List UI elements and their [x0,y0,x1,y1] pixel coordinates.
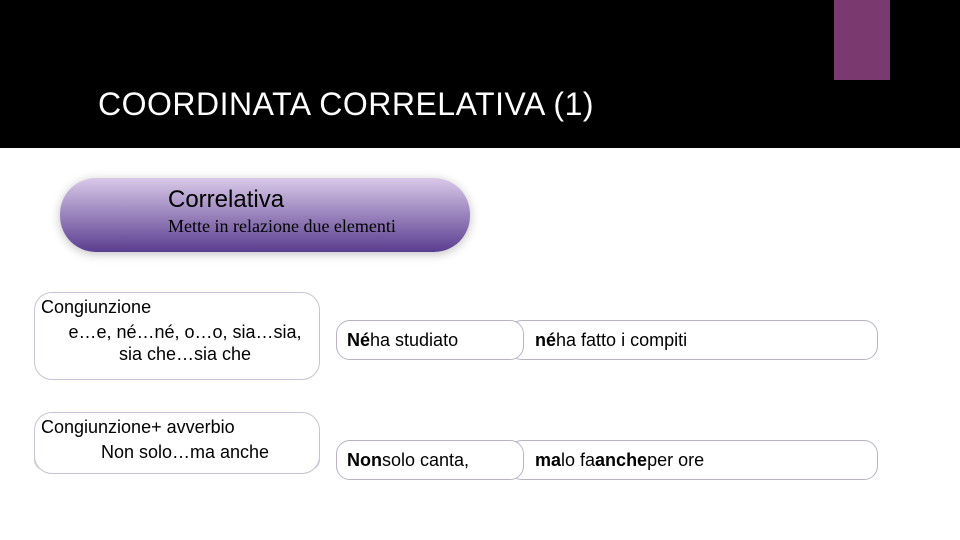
title-band [0,0,960,148]
left-box-header: Congiunzione [35,293,319,319]
left-box-congiunzione: Congiunzione e…e, né…né, o…o, sia…sia, s… [34,292,320,380]
left-box-congiunzione-avverbio: Congiunzione+ avverbio Non solo…ma anche [34,412,320,474]
correlativa-box: Correlativa Mette in relazione due eleme… [60,178,470,252]
left-box-body: e…e, né…né, o…o, sia…sia, sia che…sia ch… [35,319,319,372]
page-title: COORDINATA CORRELATIVA (1) [98,86,594,123]
example-part-a: Né ha studiato [336,320,524,360]
example-row: né ha fatto i compiti Né ha studiato [336,320,892,360]
slide: COORDINATA CORRELATIVA (1) Correlativa M… [0,0,960,540]
correlativa-title: Correlativa [168,186,420,214]
accent-tab [834,0,890,80]
correlativa-subtitle: Mette in relazione due elementi [168,216,420,237]
example-row: ma lo fa anche per ore Non solo canta, [336,440,892,480]
left-box-header: Congiunzione+ avverbio [35,413,319,439]
example-part-b: ma lo fa anche per ore [508,440,878,480]
example-part-b: né ha fatto i compiti [508,320,878,360]
left-box-body: Non solo…ma anche [35,439,319,470]
example-part-a: Non solo canta, [336,440,524,480]
